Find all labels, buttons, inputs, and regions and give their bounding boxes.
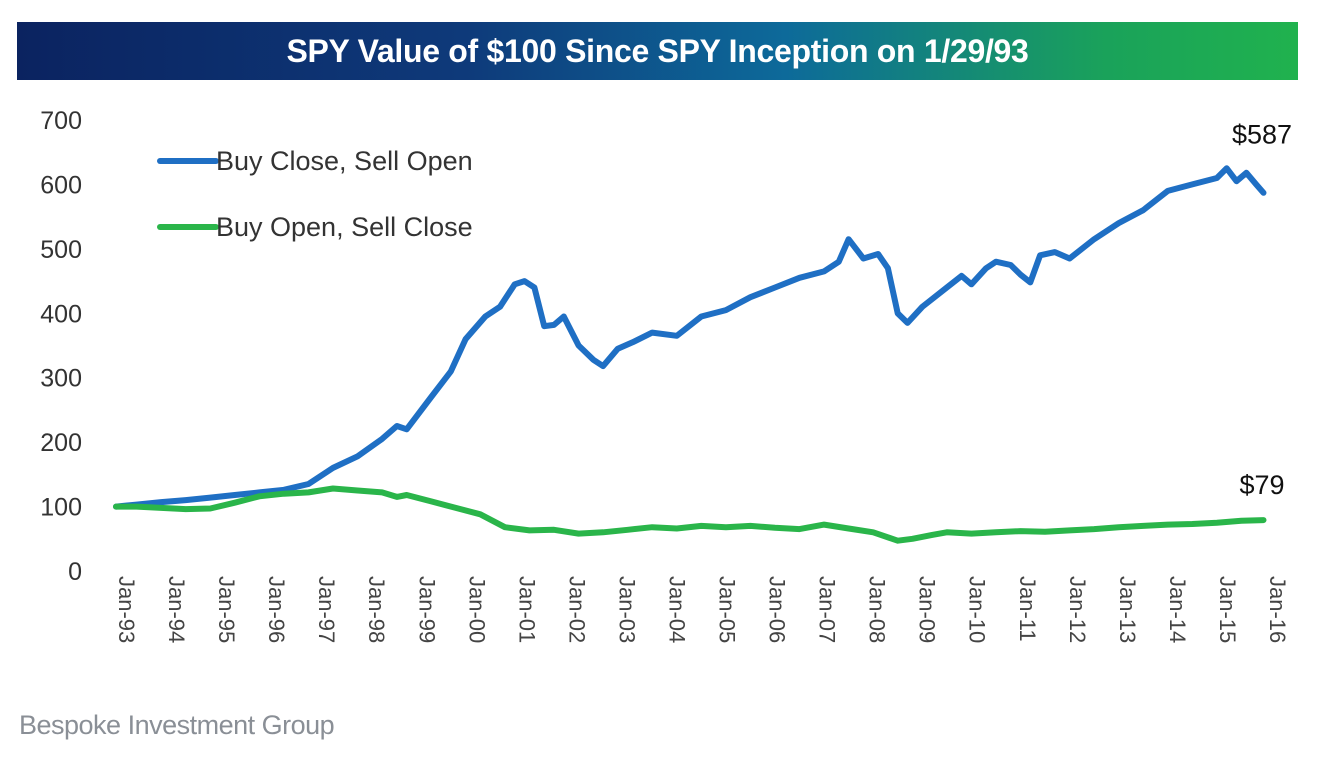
- x-tick-label: Jan-08: [865, 576, 890, 643]
- x-tick-label: Jan-02: [564, 576, 589, 643]
- x-tick-label: Jan-96: [264, 576, 289, 643]
- y-tick-label: 600: [40, 171, 82, 199]
- x-tick-label: Jan-07: [815, 576, 840, 643]
- x-tick-label: Jan-98: [364, 576, 389, 643]
- x-tick-label: Jan-95: [214, 576, 239, 643]
- series-line-buy-open-sell-close: [113, 485, 1267, 544]
- chart-title: SPY Value of $100 Since SPY Inception on…: [286, 33, 1029, 69]
- y-tick-label: 200: [40, 429, 82, 457]
- end-labels: $587 $79: [1232, 119, 1292, 500]
- x-tick-label: Jan-10: [965, 576, 990, 643]
- title-banner: SPY Value of $100 Since SPY Inception on…: [17, 22, 1298, 80]
- x-tick-label: Jan-12: [1065, 576, 1090, 643]
- end-value-label: $79: [1239, 470, 1284, 500]
- x-tick-label: Jan-03: [614, 576, 639, 643]
- source-footer: Bespoke Investment Group: [19, 710, 335, 740]
- x-tick-label: Jan-04: [664, 576, 689, 643]
- y-tick-label: 0: [68, 558, 82, 586]
- legend: Buy Close, Sell Open Buy Open, Sell Close: [157, 146, 473, 242]
- x-tick-label: Jan-14: [1165, 576, 1190, 643]
- x-tick-label: Jan-11: [1015, 576, 1040, 642]
- y-tick-label: 700: [40, 107, 82, 135]
- x-tick-label: Jan-00: [464, 576, 489, 643]
- legend-label: Buy Close, Sell Open: [216, 146, 473, 176]
- x-tick-label: Jan-16: [1265, 576, 1290, 643]
- y-tick-label: 500: [40, 236, 82, 264]
- x-tick-label: Jan-06: [765, 576, 790, 643]
- x-tick-label: Jan-15: [1215, 576, 1240, 643]
- end-value-label: $587: [1232, 119, 1292, 149]
- x-tick-label: Jan-13: [1115, 576, 1140, 643]
- y-tick-label: 300: [40, 365, 82, 393]
- series-layer: [113, 165, 1267, 544]
- x-tick-label: Jan-99: [414, 576, 439, 643]
- legend-label: Buy Open, Sell Close: [216, 212, 473, 242]
- y-tick-label: 100: [40, 494, 82, 522]
- y-tick-label: 400: [40, 300, 82, 328]
- x-tick-label: Jan-93: [114, 576, 139, 643]
- x-tick-label: Jan-09: [915, 576, 940, 643]
- series-line-buy-close-sell-open: [113, 165, 1267, 510]
- x-axis: Jan-93 Jan-94 Jan-95 Jan-96 Jan-97 Jan-98 Jan-…: [114, 576, 1290, 643]
- x-tick-label: Jan-01: [514, 576, 539, 643]
- y-axis: 0 100 200 300 400 500 600 700: [40, 107, 82, 586]
- x-tick-label: Jan-97: [314, 576, 339, 643]
- x-tick-label: Jan-94: [164, 576, 189, 643]
- x-tick-label: Jan-05: [715, 576, 740, 643]
